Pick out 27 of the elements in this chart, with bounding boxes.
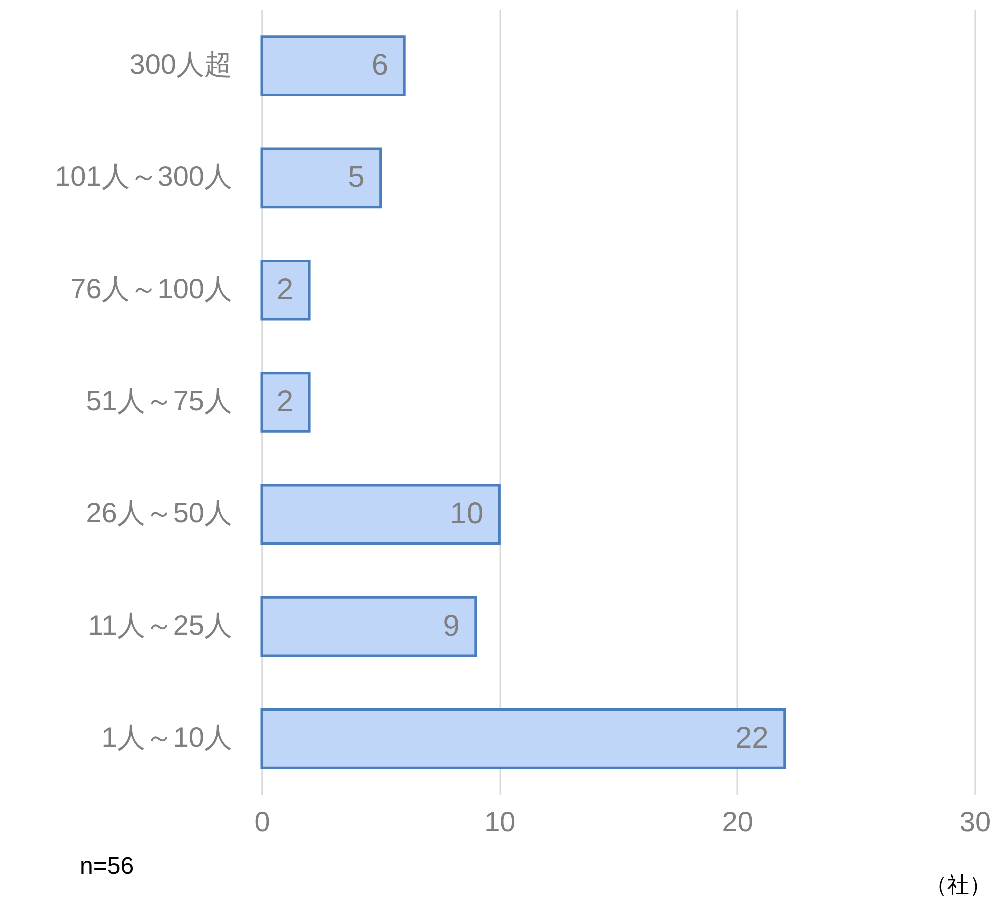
y-tick-label: 101人～300人 (55, 161, 232, 192)
bar (260, 260, 311, 321)
x-axis-title: （社） (926, 872, 992, 898)
y-tick-label: 76人～100人 (70, 273, 232, 304)
bar (260, 372, 311, 433)
data-label: 2 (276, 273, 294, 306)
y-tick-label: 1人～10人 (102, 722, 232, 753)
data-label: 2 (276, 386, 294, 418)
data-label: 9 (443, 610, 460, 643)
y-tick-label: 300人超 (130, 49, 232, 80)
bar (260, 708, 786, 770)
y-tick-label: 11人～25人 (88, 610, 232, 641)
bar (260, 148, 382, 209)
text: n=56 (80, 853, 134, 880)
x-tick-label: 10 (484, 806, 516, 838)
bar (260, 484, 501, 546)
bar (260, 36, 406, 96)
x-tick-label: 20 (722, 806, 754, 838)
data-label: 5 (348, 161, 365, 194)
data-label: 22 (735, 722, 769, 755)
data-label: 6 (372, 49, 389, 82)
x-tick-label: 30 (960, 806, 992, 838)
y-tick-label: 51人～75人 (86, 386, 232, 416)
y-tick-label: 26人～50人 (86, 498, 232, 529)
bar (260, 596, 478, 658)
x-tick-label: 0 (254, 806, 270, 838)
data-label: 10 (450, 498, 484, 531)
